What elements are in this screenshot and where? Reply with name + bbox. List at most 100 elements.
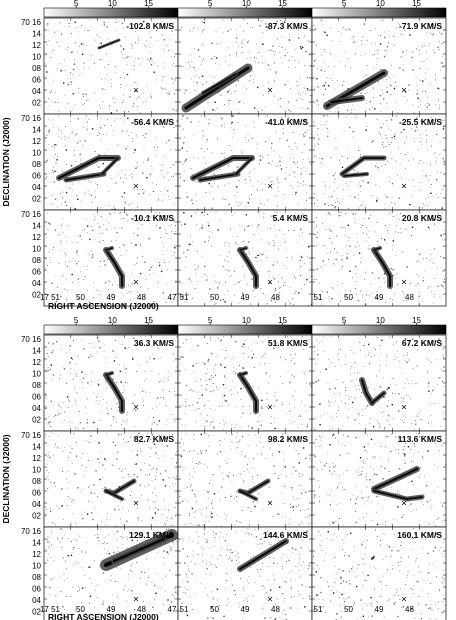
dec-tick-label: 08 (32, 256, 41, 265)
dec-tick-label: 14 (32, 30, 41, 39)
emission-contour (235, 157, 253, 175)
dec-tick-label: 12 (32, 41, 41, 50)
emission-contour (238, 373, 258, 413)
dec-tick-label: 04 (32, 404, 41, 413)
ra-tick-label: 50 (210, 605, 219, 614)
panel-background (312, 114, 446, 210)
emission-contour (104, 248, 124, 288)
colorbar-tick-label: 10 (108, 0, 117, 8)
colorbar-tick-label: 15 (412, 316, 421, 325)
dec-tick-label: 06 (32, 393, 41, 402)
velocity-label: 51.8 KM/S (268, 338, 308, 348)
panel-background (312, 527, 446, 620)
star-marker (133, 87, 139, 93)
dec-tick-label: 08 (32, 160, 41, 169)
dec-tick-label: 06 (32, 268, 41, 277)
emission-contour (238, 539, 288, 571)
dec-tick-label: 02 (32, 99, 41, 108)
colorbar-tick-label: 15 (144, 0, 153, 8)
star-marker (267, 596, 273, 602)
channel-panel: 67.2 KM/S (311, 334, 447, 432)
panel-background (44, 114, 178, 210)
star-marker (401, 87, 407, 93)
emission-contour (239, 247, 247, 251)
velocity-label: 82.7 KM/S (134, 434, 174, 444)
channel-panel: 98.2 KM/S (177, 430, 313, 528)
panel-background (312, 431, 446, 527)
ra-tick-label: 50 (344, 605, 353, 614)
star-marker (133, 500, 139, 506)
dec-tick-label: 06 (32, 489, 41, 498)
velocity-label: -56.4 KM/S (131, 117, 174, 127)
ra-tick-label: 47 (168, 605, 177, 614)
star-marker (401, 183, 407, 189)
emission-contour (372, 467, 419, 491)
ra-tick-label: 50 (210, 293, 219, 302)
y-axis-label: DECLINATION (J2000) (1, 117, 11, 206)
velocity-label: 113.6 KM/S (398, 434, 443, 444)
ra-tick-label: 49 (107, 293, 116, 302)
emission-contour (105, 247, 113, 251)
velocity-label: 144.6 KM/S (263, 530, 308, 540)
dec-tick-label: 14 (32, 539, 41, 548)
velocity-label: 129.1 KM/S (129, 530, 174, 540)
ra-tick-label: 49 (375, 605, 384, 614)
star-marker (267, 404, 273, 410)
dec-tick-label: 10 (32, 562, 41, 571)
dec-tick-label: 10 (32, 370, 41, 379)
colorbar (177, 324, 313, 335)
dec-tick-label: 08 (32, 573, 41, 582)
channel-panel: -56.4 KM/S (43, 113, 179, 211)
dec-tick-label: 02 (32, 195, 41, 204)
dec-tick-label: 08 (32, 64, 41, 73)
panel-background (44, 431, 178, 527)
emission-contour (104, 373, 124, 413)
colorbar-tick-label: 10 (376, 316, 385, 325)
emission-contour (239, 490, 257, 500)
emission-contour (65, 173, 105, 181)
ra-tick-label: 50 (344, 293, 353, 302)
velocity-label: -71.9 KM/S (399, 21, 442, 31)
ra-tick-label: 49 (375, 293, 384, 302)
channel-panel: 82.7 KM/S (43, 430, 179, 528)
emission-contour (191, 156, 254, 180)
velocity-label: -41.0 KM/S (265, 117, 308, 127)
panel-background (178, 431, 312, 527)
ra-tick-label: 48 (137, 293, 146, 302)
dec-tick-label: 10 (32, 466, 41, 475)
dec-tick-label: 14 (32, 443, 41, 452)
dec-tick-label: 02 (32, 512, 41, 521)
channel-panel: 20.8 KM/S (311, 209, 447, 307)
ra-tick-label: 51 (180, 605, 189, 614)
ra-tick-label: 17 51 (40, 605, 61, 614)
star-marker (401, 404, 407, 410)
star-marker (401, 279, 407, 285)
dec-tick-label: 12 (32, 233, 41, 242)
dec-tick-label: 12 (32, 550, 41, 559)
velocity-label: -25.5 KM/S (399, 117, 442, 127)
channel-panel: -71.9 KM/S (311, 17, 447, 115)
channel-panel: -25.5 KM/S (311, 113, 447, 211)
star-marker (267, 183, 273, 189)
dec-tick-label: 12 (32, 454, 41, 463)
dec-tick-label: 04 (32, 596, 41, 605)
colorbar-tick-label: 10 (376, 0, 385, 8)
panel-background (178, 114, 312, 210)
dec-tick-label: 02 (32, 291, 41, 300)
dec-tick-label: 10 (32, 53, 41, 62)
dec-tick-label: 14 (32, 126, 41, 135)
colorbar-tick-label: 5 (342, 316, 347, 325)
velocity-label: -102.8 KM/S (126, 21, 174, 31)
velocity-label: 36.3 KM/S (134, 338, 174, 348)
ra-tick-label: 47 (168, 293, 177, 302)
emission-contour (199, 173, 239, 181)
colorbar-tick-label: 5 (208, 0, 213, 8)
colorbar (311, 7, 447, 18)
ra-tick-label: 50 (76, 605, 85, 614)
channel-panel: -10.1 KM/S (43, 209, 179, 307)
figure-block-2: 5 10 15 5 10 15 5 10 15 36.3 KM/S 51.8 KM/S 67.2 KM… (1, 316, 447, 620)
velocity-label: 5.4 KM/S (273, 213, 309, 223)
figure-block-1: 5 10 15 5 10 15 5 10 15 -102.8 KM/S -87.3 KM/S -71.… (1, 0, 447, 311)
ra-tick-label: 49 (241, 293, 250, 302)
